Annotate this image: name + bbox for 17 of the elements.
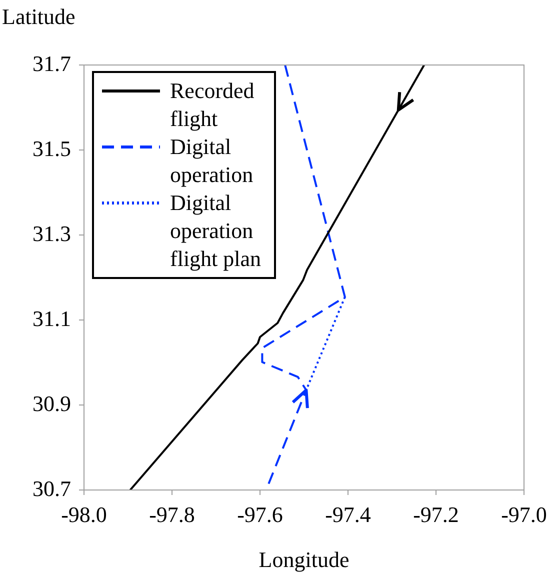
y-tick-label: 30.9 xyxy=(32,390,71,416)
y-tick-label: 31.3 xyxy=(32,220,71,246)
x-tick-label: -98.0 xyxy=(61,502,107,527)
y-tick-label: 31.7 xyxy=(32,50,71,76)
x-tick-label: -97.2 xyxy=(413,502,459,527)
legend-label: Recorded flight xyxy=(170,77,256,133)
y-tick-label: 30.7 xyxy=(32,476,71,501)
y-tick-label: 31.5 xyxy=(32,136,71,161)
x-tick-label: -97.6 xyxy=(237,502,283,527)
x-tick-label: -97.0 xyxy=(501,502,547,527)
x-tick-label: -97.8 xyxy=(149,502,195,527)
x-tick-label: -97.4 xyxy=(325,502,371,527)
y-tick-label: 31.1 xyxy=(32,306,71,331)
legend-label: Digital operation xyxy=(170,133,254,189)
y-axis-title: Latitude xyxy=(2,4,76,30)
x-axis-title: Longitude xyxy=(258,547,350,573)
legend-label: Digital operation flight plan xyxy=(170,189,262,273)
